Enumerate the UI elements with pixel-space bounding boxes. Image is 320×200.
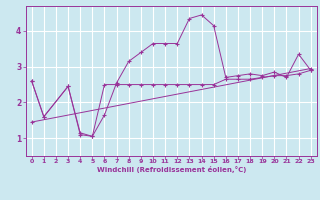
X-axis label: Windchill (Refroidissement éolien,°C): Windchill (Refroidissement éolien,°C)	[97, 166, 246, 173]
